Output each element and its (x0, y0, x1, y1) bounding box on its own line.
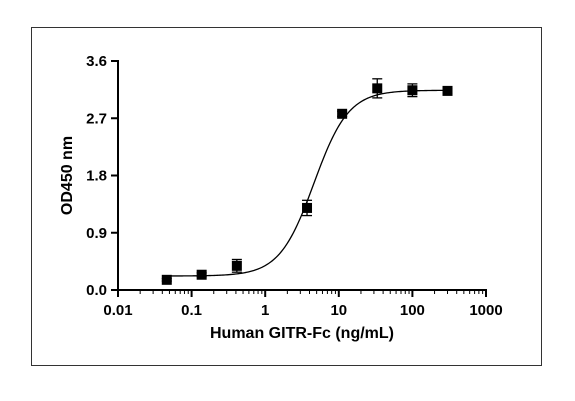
fit-curve (166, 89, 448, 277)
x-axis-ticks: 0.01 0.1 1 10 100 1000 (103, 290, 503, 319)
data-point (442, 85, 453, 96)
y-tick-label: 0.0 (86, 282, 107, 299)
data-point (161, 274, 172, 285)
square-marker (196, 269, 207, 280)
data-point (407, 83, 418, 98)
square-marker (231, 260, 242, 271)
x-axis-title: Human GITR-Fc (ng/mL) (210, 325, 394, 342)
data-point (337, 108, 348, 119)
figure-frame (31, 27, 542, 366)
data-point (196, 269, 207, 280)
y-tick-label: 1.8 (86, 168, 107, 185)
axes (117, 60, 487, 291)
square-marker (302, 202, 313, 213)
fit-curve-layer (166, 89, 448, 277)
square-marker (161, 274, 172, 285)
x-tick-label: 1000 (469, 302, 502, 319)
y-axis-ticks: 0.0 0.9 1.8 2.7 3.6 (86, 53, 118, 299)
x-tick-label: 10 (330, 302, 347, 319)
x-tick-label: 1 (261, 302, 269, 319)
square-marker (442, 85, 453, 96)
y-axis-title: OD450 nm (59, 136, 76, 215)
x-tick-label: 100 (400, 302, 425, 319)
y-tick-label: 0.9 (86, 225, 107, 242)
data-point (231, 258, 242, 273)
y-tick-label: 2.7 (86, 110, 107, 127)
square-marker (337, 108, 348, 119)
y-tick-label: 3.6 (86, 53, 107, 70)
square-marker (372, 83, 383, 94)
square-marker (407, 85, 418, 96)
data-point (372, 78, 383, 99)
data-point (302, 199, 313, 217)
x-tick-label: 0.01 (103, 302, 132, 319)
data-points-layer (161, 78, 453, 285)
x-tick-label: 0.1 (181, 302, 202, 319)
